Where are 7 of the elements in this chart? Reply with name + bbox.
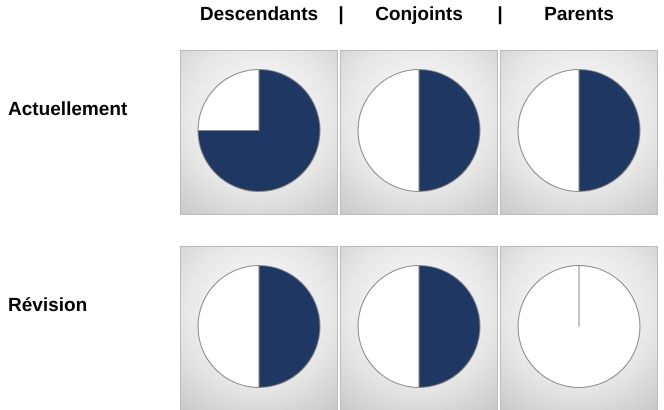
- text: Révision: [8, 295, 88, 317]
- chart-title: Conjoints: [375, 4, 463, 26]
- chart-title: Descendants: [200, 4, 318, 26]
- chart-title: Parents: [544, 4, 614, 26]
- text: |: [338, 4, 344, 26]
- text: |: [497, 4, 503, 26]
- text: Actuellement: [8, 99, 128, 121]
